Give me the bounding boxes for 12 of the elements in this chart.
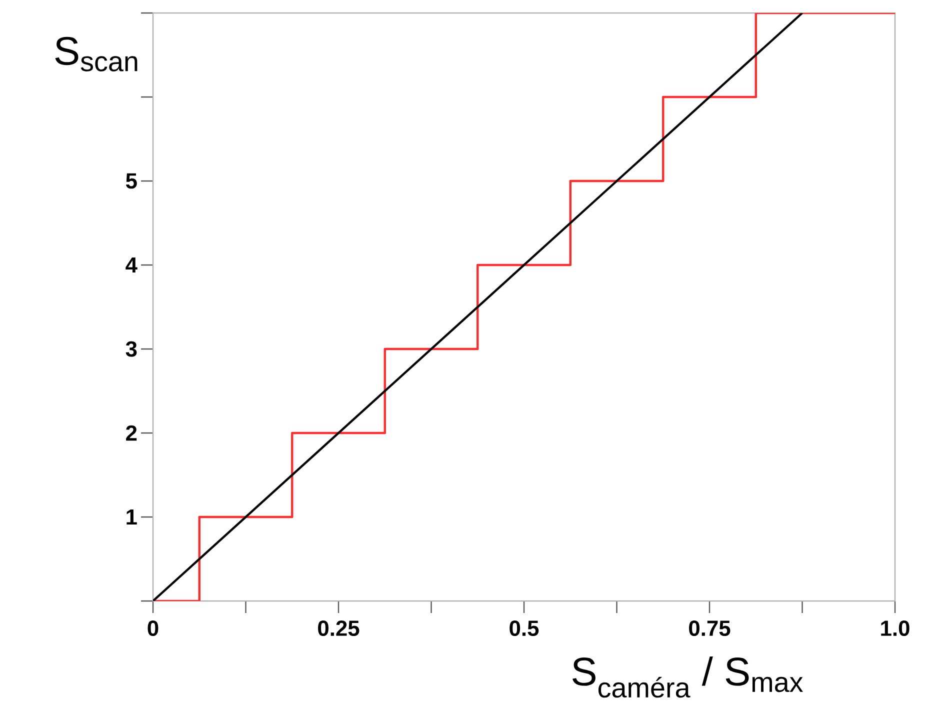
x-axis-title: S$_{caméra}$ / S$_{max}$ bbox=[572, 656, 803, 698]
y-tick-label: 4 bbox=[126, 257, 138, 273]
y-axis-title: S$_{scan}$ bbox=[55, 36, 138, 72]
y-tick-label: 2 bbox=[126, 425, 137, 441]
x-tick-label: 1.0 bbox=[881, 620, 910, 636]
y-tick-label: 5 bbox=[126, 173, 137, 189]
x-tick-label: 0 bbox=[148, 620, 158, 636]
y-tick-label: 1 bbox=[126, 509, 137, 525]
x-tick-label: 0.5 bbox=[510, 620, 539, 636]
x-tick-label: 0.25 bbox=[318, 620, 360, 636]
y-tick-label: 3 bbox=[126, 341, 137, 357]
x-tick-label: 0.75 bbox=[689, 620, 730, 636]
